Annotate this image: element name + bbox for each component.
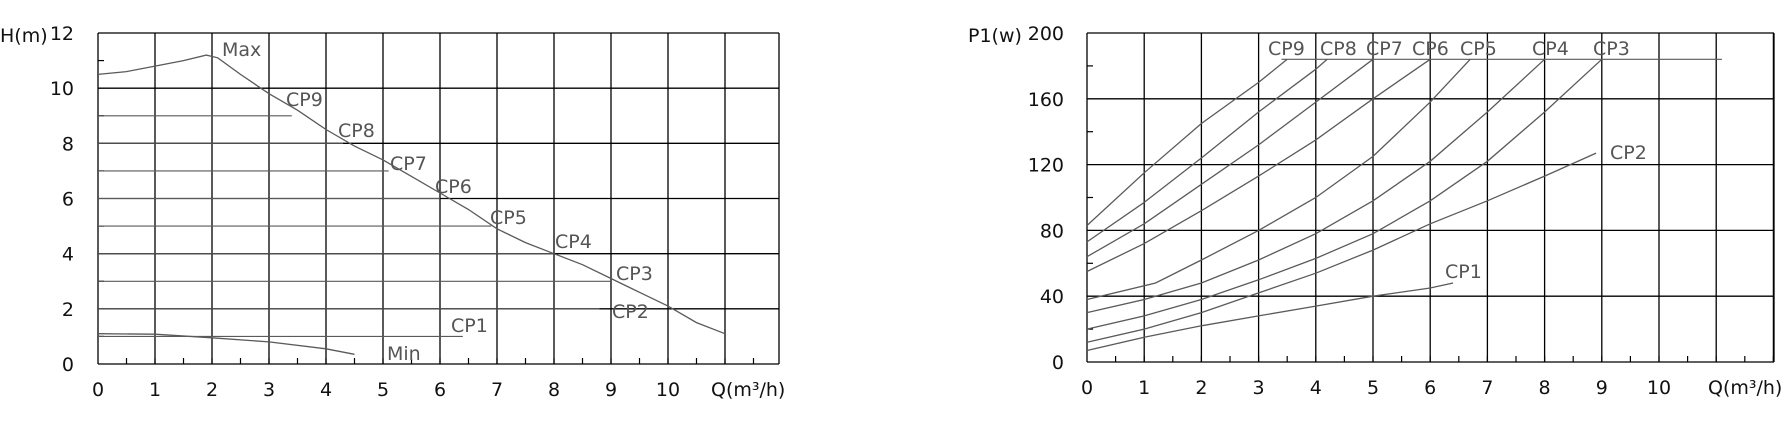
series-label-cp3: CP3 — [1593, 38, 1630, 60]
series-label-min: Min — [387, 343, 421, 365]
x-tick-label: 3 — [1253, 377, 1265, 399]
series-line-cp1 — [1086, 282, 1454, 352]
x-tick-label: 10 — [656, 379, 680, 401]
y-tick-label: 160 — [1028, 89, 1064, 111]
series-line-cp9 — [1086, 58, 1288, 226]
series-label-max: Max — [222, 39, 261, 61]
series-label-cp7: CP7 — [1366, 38, 1403, 60]
series-line-cp6 — [1086, 58, 1431, 273]
series-line-cp2 — [1086, 152, 1597, 343]
x-tick-label: 1 — [1138, 377, 1150, 399]
series-label-cp1: CP1 — [1445, 261, 1482, 283]
y-axis-label: H(m) — [0, 25, 48, 47]
series-label-cp8: CP8 — [1320, 38, 1357, 60]
x-tick-label: 2 — [1195, 377, 1207, 399]
x-tick-label: 0 — [92, 379, 104, 401]
series-label-cp5: CP5 — [1460, 38, 1497, 60]
x-tick-label: 6 — [434, 379, 446, 401]
series-label-cp8: CP8 — [338, 120, 375, 142]
x-tick-label: 6 — [1424, 377, 1436, 399]
x-tick-label: 2 — [206, 379, 218, 401]
series-line-cp4 — [1086, 58, 1546, 314]
x-tick-label: 9 — [605, 379, 617, 401]
series-label-cp9: CP9 — [1268, 38, 1305, 60]
series-line-cp8 — [1086, 58, 1328, 243]
y-tick-label: 200 — [1028, 23, 1064, 45]
series-line-min — [97, 333, 355, 355]
series-label-cp6: CP6 — [435, 176, 472, 198]
y-tick-label: 40 — [1040, 286, 1064, 308]
series-label-cp1: CP1 — [451, 315, 488, 337]
y-tick-label: 0 — [1052, 352, 1064, 374]
y-tick-label: 10 — [50, 78, 74, 100]
y-tick-label: 8 — [62, 133, 74, 155]
series-label-cp2: CP2 — [612, 301, 649, 323]
x-tick-label: 5 — [1367, 377, 1379, 399]
y-tick-label: 0 — [62, 354, 74, 376]
x-tick-label: 1 — [149, 379, 161, 401]
series-label-cp5: CP5 — [490, 207, 527, 229]
y-axis-label: P1(w) — [968, 25, 1022, 47]
y-tick-label: 120 — [1028, 155, 1064, 177]
x-axis-label: Q(m³/h) — [711, 379, 785, 401]
x-tick-label: 7 — [491, 379, 503, 401]
series-line-max — [97, 54, 726, 335]
x-tick-label: 0 — [1081, 377, 1093, 399]
series-label-cp4: CP4 — [555, 231, 592, 253]
series-label-cp6: CP6 — [1412, 38, 1449, 60]
head-flow-chart: 0 1 2 3 4 5 6 7 8 9 10024681012Q(m³/h)H(m)MaxCP9CP… — [0, 23, 785, 401]
y-tick-label: 12 — [50, 23, 74, 45]
series-line-cp7 — [1086, 58, 1374, 258]
power-flow-chart: 0 1 2 3 4 5 6 7 8 9 10 0 40 80 120 160 200 Q(m³/h) P1(w) CP… — [968, 23, 1782, 399]
x-tick-label: 10 — [1647, 377, 1671, 399]
series-label-cp4: CP4 — [1532, 38, 1569, 60]
y-tick-label: 80 — [1040, 220, 1064, 242]
series-line-cp3 — [1086, 58, 1603, 330]
x-tick-label: 8 — [548, 379, 560, 401]
y-tick-label: 4 — [62, 244, 74, 266]
x-tick-label: 4 — [1310, 377, 1322, 399]
series-label-cp9: CP9 — [286, 89, 323, 111]
x-tick-label: 9 — [1596, 377, 1608, 399]
x-tick-label: 5 — [377, 379, 389, 401]
x-tick-label: 8 — [1539, 377, 1551, 399]
x-axis-label: Q(m³/h) — [1708, 377, 1782, 399]
series-label-cp2: CP2 — [1610, 142, 1647, 164]
x-tick-label: 7 — [1481, 377, 1493, 399]
y-tick-label: 2 — [62, 299, 74, 321]
x-tick-label: 3 — [263, 379, 275, 401]
x-tick-label: 4 — [320, 379, 332, 401]
y-tick-label: 6 — [62, 189, 74, 211]
series-label-cp7: CP7 — [390, 153, 427, 175]
series-line-cp5 — [1086, 58, 1471, 301]
series-label-cp3: CP3 — [616, 263, 653, 285]
